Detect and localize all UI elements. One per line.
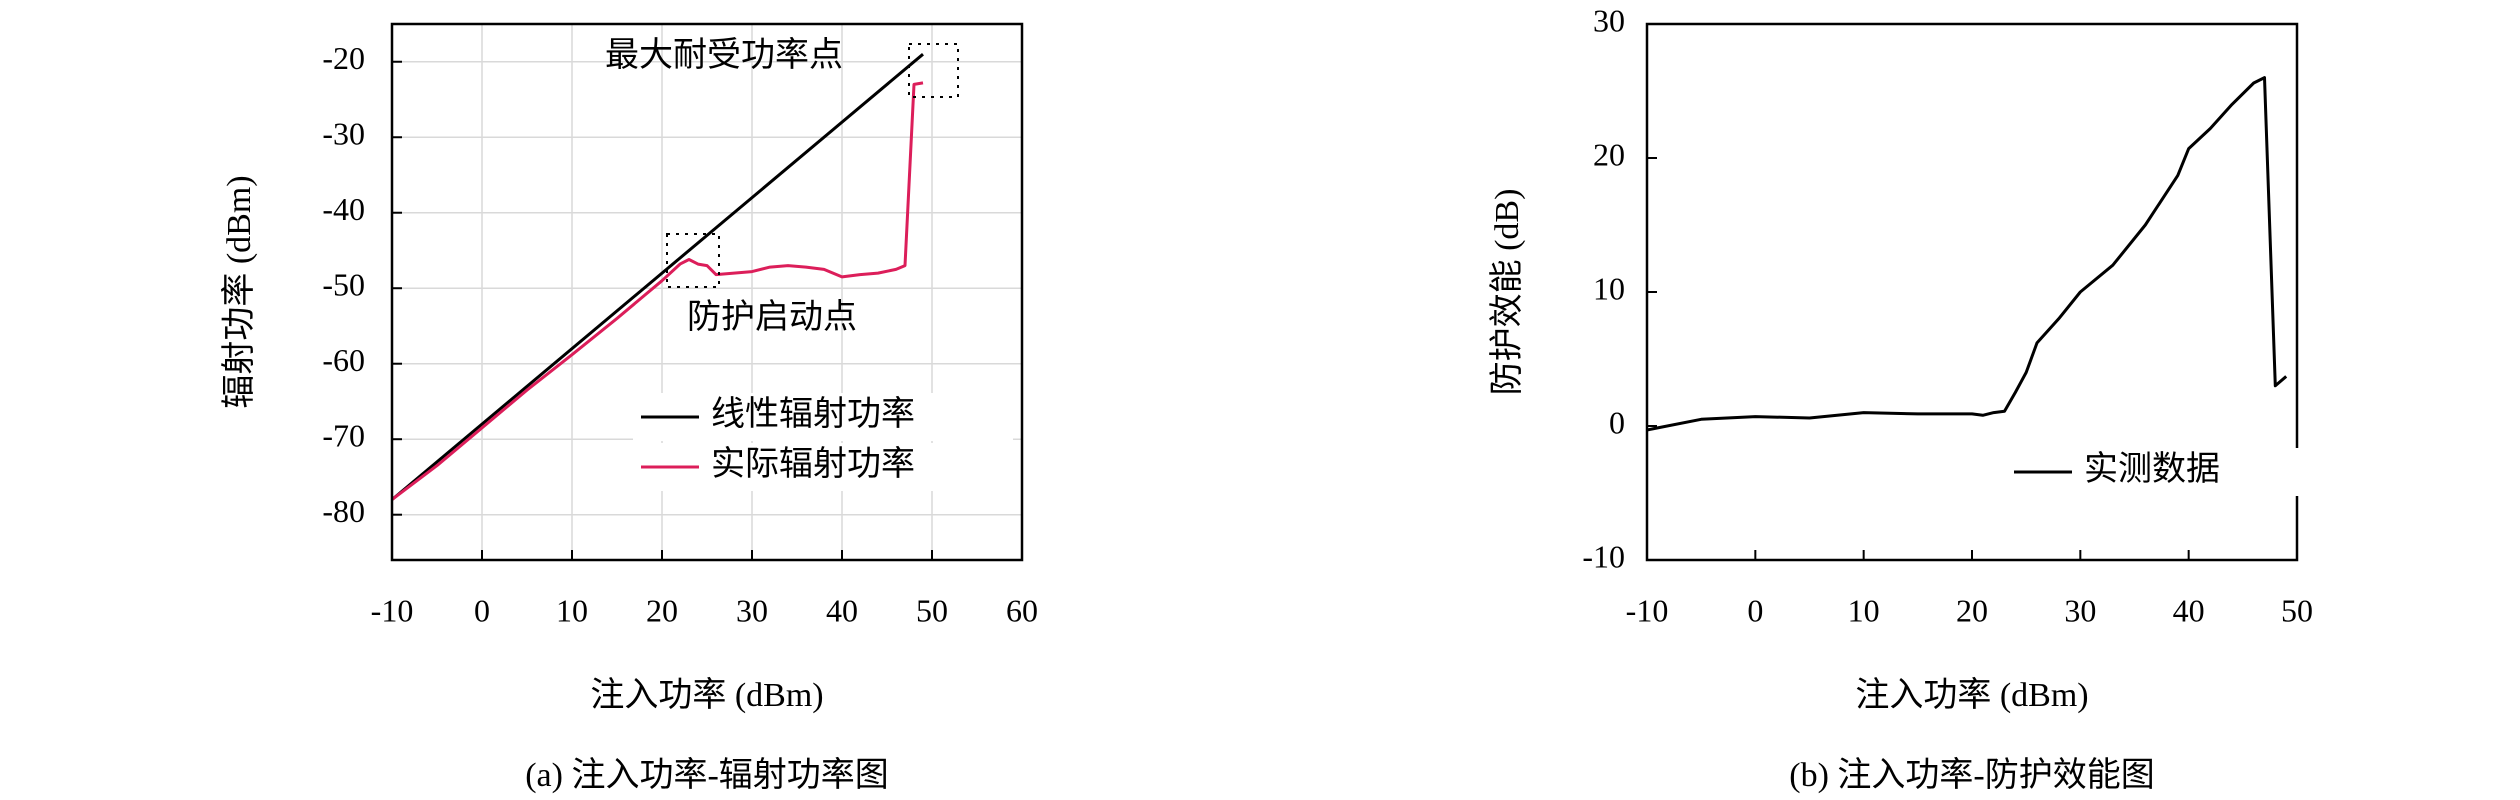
x-tick-label: -10 xyxy=(371,592,414,628)
x-tick-label: 30 xyxy=(736,592,768,628)
y-tick-label: 30 xyxy=(1593,2,1625,38)
series-line xyxy=(391,81,924,501)
axes-frame xyxy=(390,22,1024,562)
y-tick-label: -70 xyxy=(322,418,365,454)
x-tick-label: -10 xyxy=(1626,592,1669,628)
caption: (a) 注入功率-辐射功率图 xyxy=(525,756,889,794)
x-tick-label: 60 xyxy=(1006,592,1038,628)
legend-label: 实际辐射功率 xyxy=(711,445,915,483)
y-tick-label: -40 xyxy=(322,191,365,227)
x-axis-label: 注入功率 (dBm) xyxy=(1855,676,2088,714)
series-line xyxy=(391,53,924,501)
y-tick-label: -60 xyxy=(322,342,365,378)
y-axis-label: 辐射功率 (dBm) xyxy=(220,175,258,408)
y-tick-label: 0 xyxy=(1609,404,1625,440)
axes-frame xyxy=(1645,22,2299,562)
y-tick-label: -80 xyxy=(322,493,365,529)
series-line xyxy=(1646,76,2288,432)
y-tick-label: -30 xyxy=(322,116,365,152)
y-tick-label: 20 xyxy=(1593,136,1625,172)
annotation: 防护启动点 xyxy=(687,298,857,336)
y-tick-label: -50 xyxy=(322,267,365,303)
x-tick-label: 0 xyxy=(1747,592,1763,628)
x-tick-label: 30 xyxy=(2064,592,2096,628)
x-tick-label: 0 xyxy=(474,592,490,628)
annotation-box xyxy=(908,43,959,98)
x-axis-label: 注入功率 (dBm) xyxy=(590,676,823,714)
y-axis-label: 防护效能 (dB) xyxy=(1488,189,1526,396)
annotation: 最大耐受功率点 xyxy=(605,36,843,74)
y-tick-label: 10 xyxy=(1593,270,1625,306)
subplot: -80 -70 -60 -50 -40 -30 -20 -10 0 10 20 30 40 50 60 线性辐… xyxy=(220,22,1038,794)
x-tick-label: 50 xyxy=(2281,592,2313,628)
x-tick-label: 20 xyxy=(1956,592,1988,628)
x-tick-label: 10 xyxy=(556,592,588,628)
legend-label: 实测数据 xyxy=(2084,450,2220,488)
x-tick-label: 40 xyxy=(826,592,858,628)
x-tick-label: 50 xyxy=(916,592,948,628)
x-tick-label: 20 xyxy=(646,592,678,628)
x-tick-label: 10 xyxy=(1848,592,1880,628)
legend-label: 线性辐射功率 xyxy=(711,395,915,433)
x-tick-label: 40 xyxy=(2173,592,2205,628)
y-tick-label: -10 xyxy=(1582,538,1625,574)
y-tick-label: -20 xyxy=(322,40,365,76)
caption: (b) 注入功率-防护效能图 xyxy=(1789,756,2154,794)
